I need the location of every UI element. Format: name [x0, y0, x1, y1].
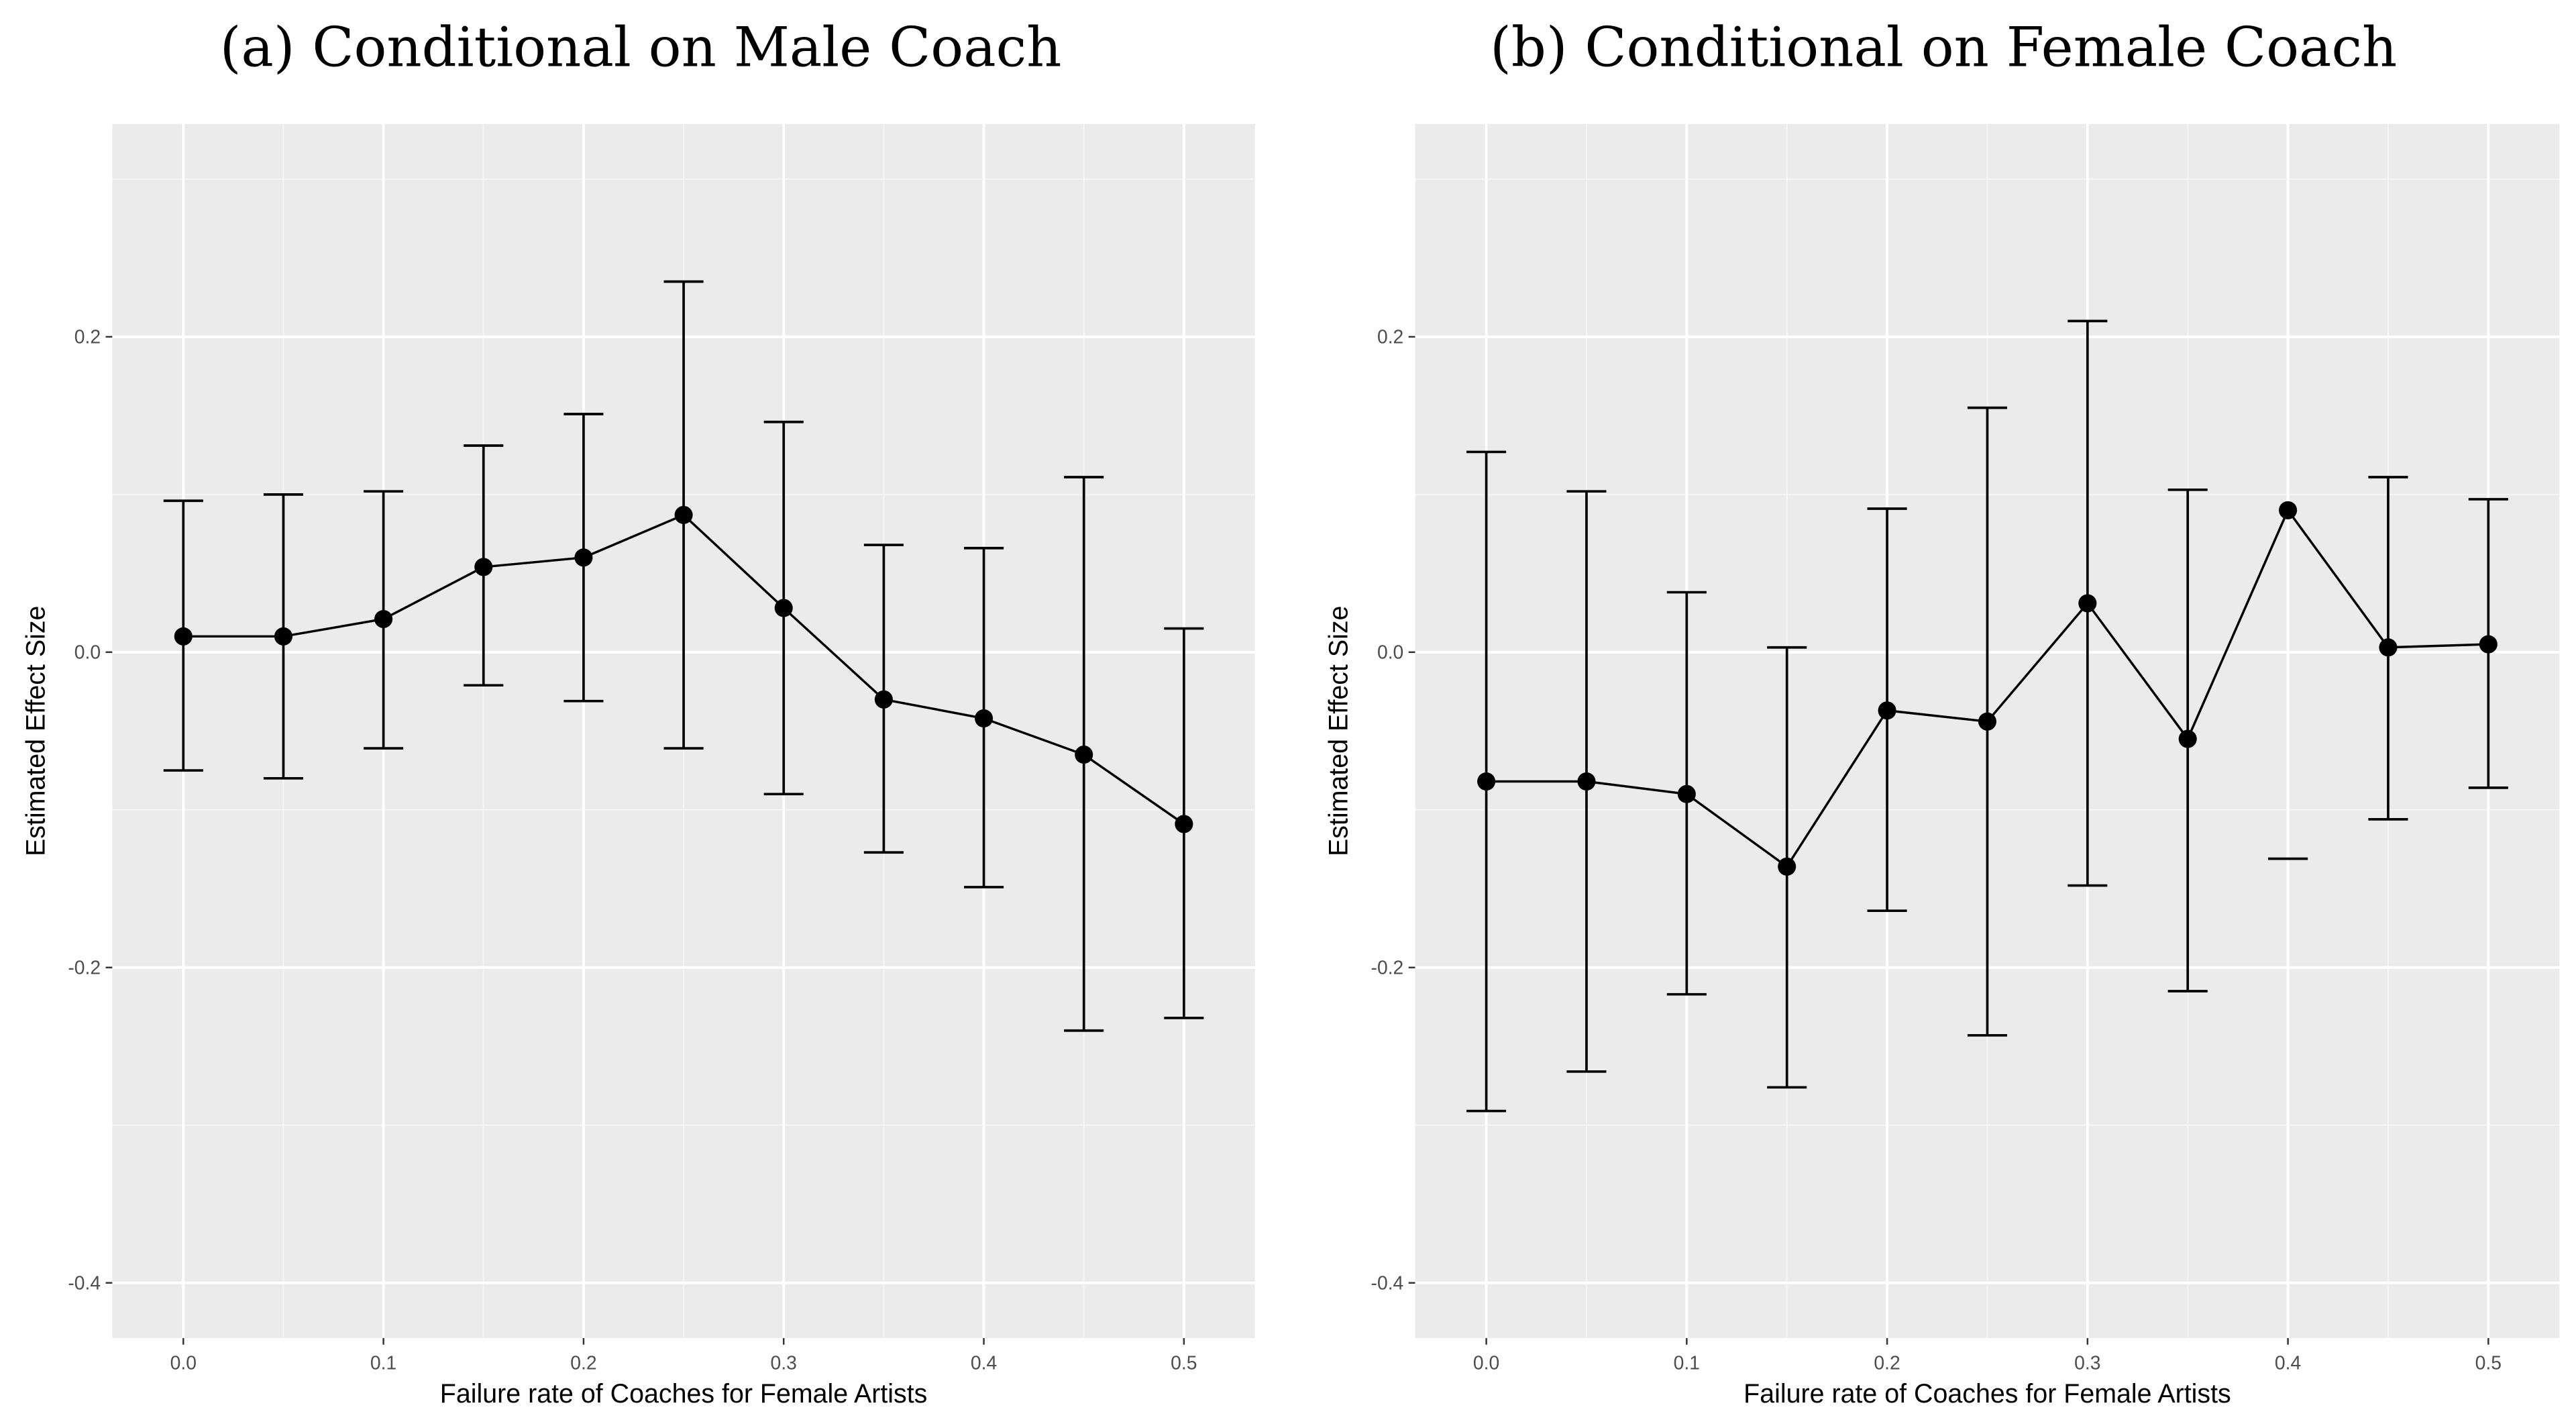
x-tick-label: 0.0 — [1473, 1352, 1499, 1374]
x-tick-label: 0.5 — [1171, 1352, 1197, 1374]
y-tick-label: 0.0 — [1377, 642, 1403, 663]
x-tick-label: 0.1 — [370, 1352, 396, 1374]
x-tick-label: 0.0 — [170, 1352, 197, 1374]
y-tick-label: 0.2 — [1377, 326, 1403, 348]
data-point — [1577, 772, 1596, 791]
y-tick-label: -0.4 — [68, 1272, 101, 1294]
data-point — [1677, 784, 1696, 803]
chart-title: (a) Conditional on Male Coach — [220, 17, 1062, 80]
x-tick-label: 0.2 — [570, 1352, 596, 1374]
data-point — [174, 627, 193, 646]
data-point — [1477, 772, 1496, 791]
data-point — [1978, 712, 1996, 731]
y-tick-label: -0.2 — [1371, 957, 1404, 978]
x-tick-label: 0.4 — [2275, 1352, 2301, 1374]
data-point — [2379, 638, 2398, 657]
data-point — [474, 558, 493, 576]
data-point — [374, 609, 393, 629]
data-point — [574, 548, 593, 567]
y-axis-label: Estimated Effect Size — [21, 606, 50, 857]
data-point — [274, 627, 292, 646]
y-tick-label: 0.0 — [74, 642, 101, 663]
x-tick-label: 0.5 — [2475, 1352, 2502, 1374]
data-point — [1778, 857, 1796, 876]
x-tick-label: 0.3 — [2074, 1352, 2100, 1374]
data-point — [1878, 701, 1896, 720]
panel-b: (b) Conditional on Female Coach -0.4 -0.2 0… — [1324, 17, 2560, 1409]
data-point — [774, 599, 793, 617]
data-point — [1075, 746, 1093, 764]
x-tick-label: 0.3 — [771, 1352, 797, 1374]
x-axis-label: Failure rate of Coaches for Female Artis… — [440, 1379, 928, 1409]
chart-title: (b) Conditional on Female Coach — [1490, 17, 2397, 80]
data-point — [2479, 635, 2498, 654]
x-tick-label: 0.2 — [1874, 1352, 1900, 1374]
data-point — [2279, 501, 2298, 519]
data-point — [975, 709, 994, 728]
y-tick-label: 0.2 — [74, 326, 101, 348]
x-tick-label: 0.1 — [1674, 1352, 1700, 1374]
y-tick-label: -0.4 — [1371, 1272, 1404, 1294]
data-point — [1175, 815, 1193, 833]
panel-a: (a) Conditional on Male Coach -0.4 -0.2 0.0… — [21, 17, 1255, 1409]
data-point — [674, 505, 693, 524]
x-tick-label: 0.4 — [971, 1352, 997, 1374]
y-tick-label: -0.2 — [68, 957, 101, 978]
data-point — [2178, 729, 2197, 748]
x-axis-label: Failure rate of Coaches for Female Artis… — [1743, 1379, 2231, 1409]
data-point — [874, 690, 893, 709]
data-point — [2078, 594, 2097, 613]
y-axis-label: Estimated Effect Size — [1324, 606, 1354, 857]
